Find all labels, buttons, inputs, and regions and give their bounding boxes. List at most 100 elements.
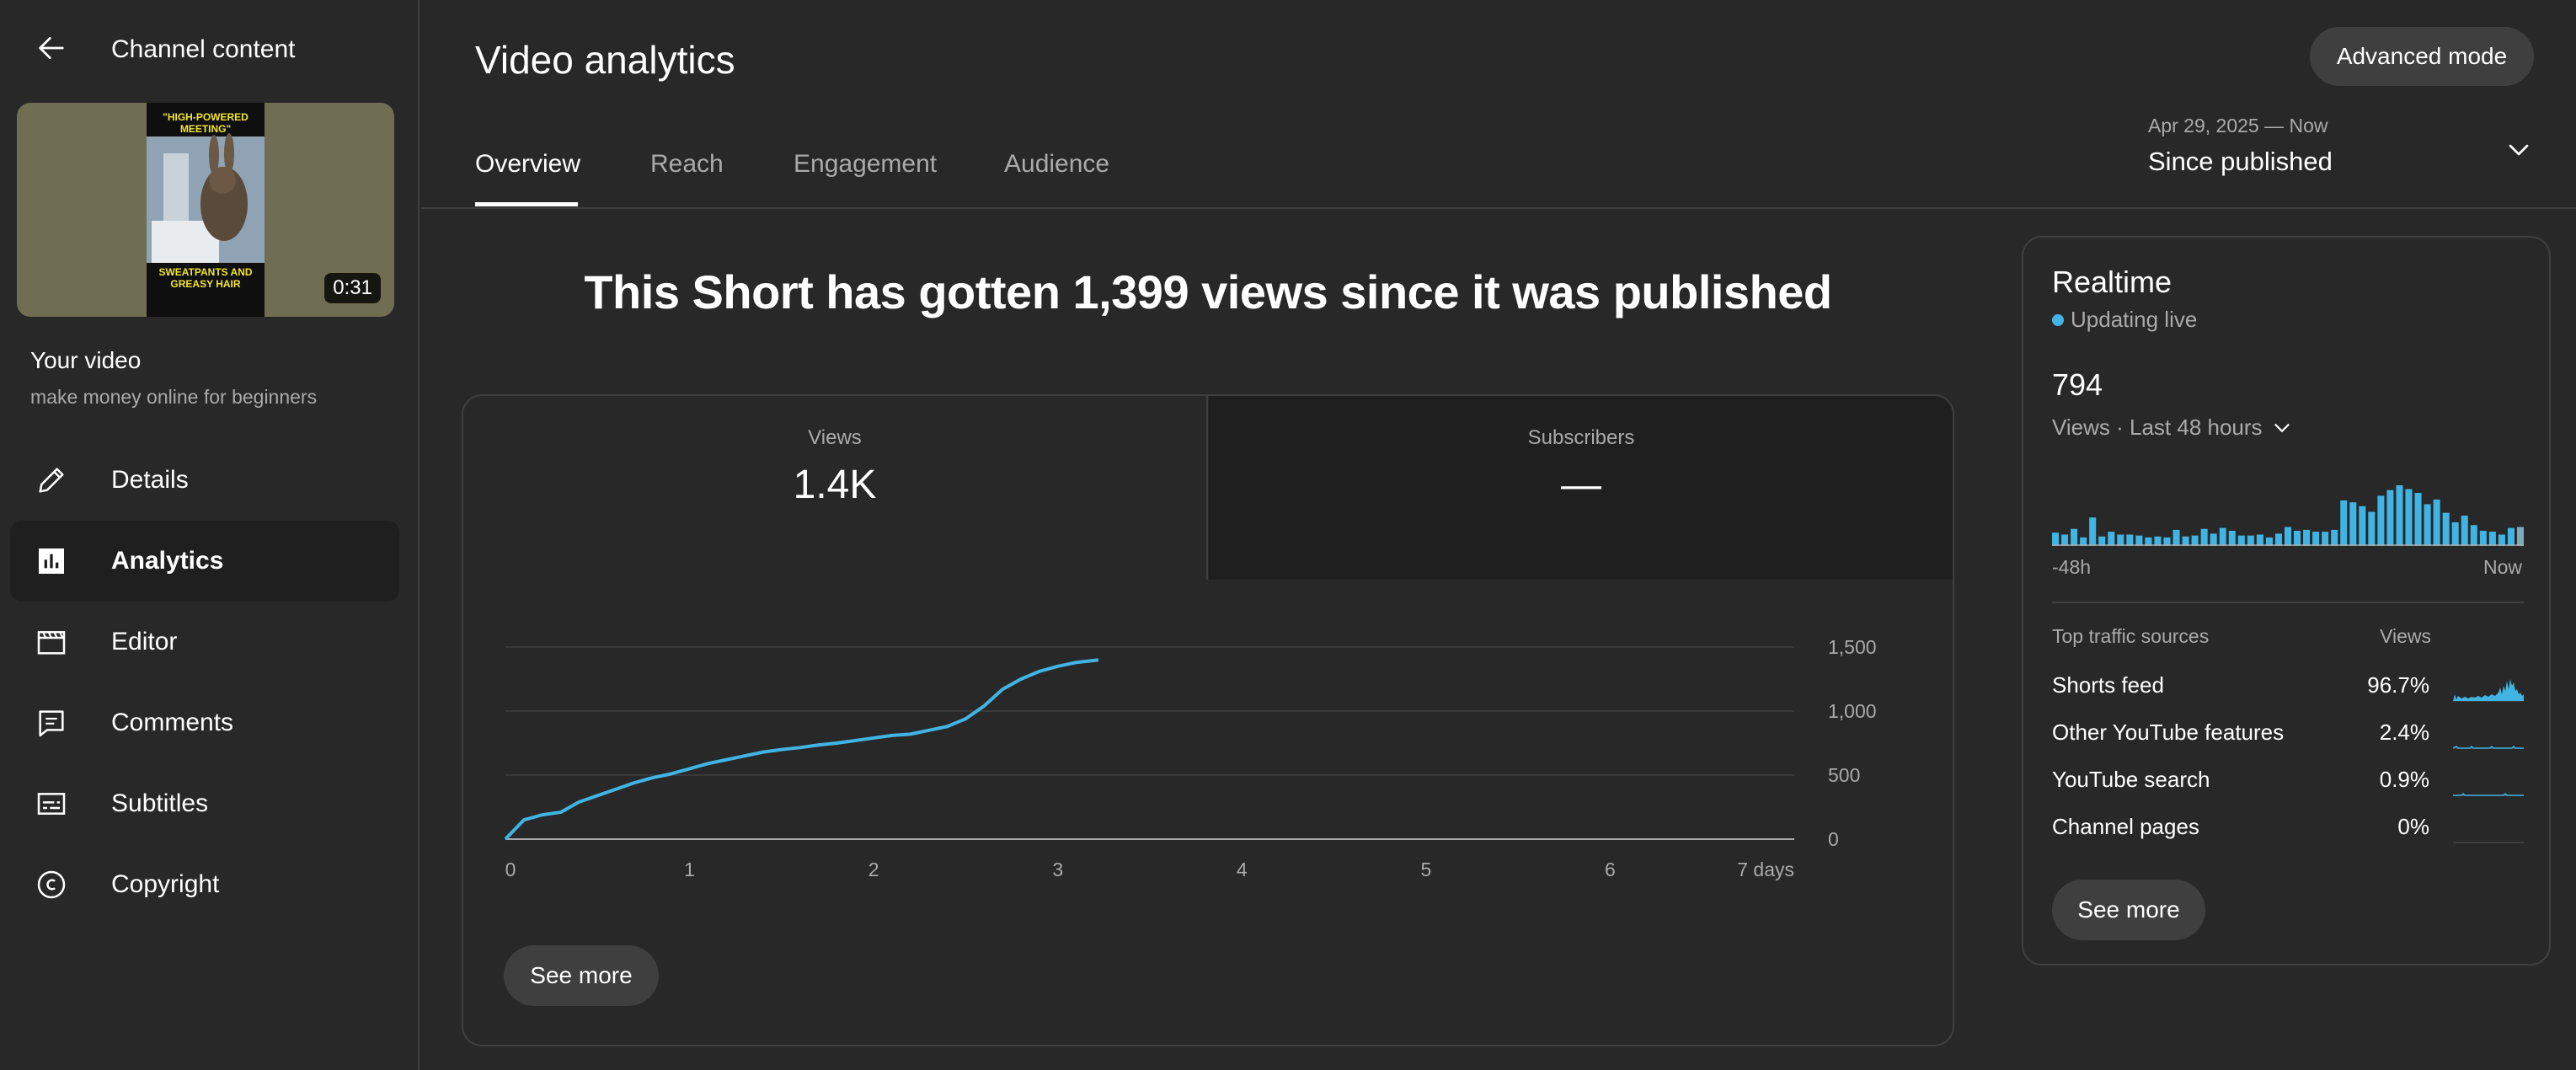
realtime-bar[interactable] bbox=[2359, 506, 2366, 546]
sidebar-item-label: Details bbox=[111, 466, 189, 494]
sidebar-item-analytics[interactable]: Analytics bbox=[10, 521, 399, 602]
traffic-sparkline bbox=[2453, 842, 2524, 843]
traffic-views-header: Views bbox=[2380, 625, 2431, 647]
pencil-icon bbox=[32, 461, 71, 500]
sidebar-item-editor[interactable]: Editor bbox=[10, 602, 399, 682]
realtime-bar[interactable] bbox=[2089, 517, 2097, 546]
views-metric-tab[interactable]: Views 1.4K bbox=[463, 396, 1208, 580]
realtime-bar[interactable] bbox=[2479, 531, 2487, 546]
realtime-bar[interactable] bbox=[2061, 534, 2069, 547]
x-tick-label: 3 bbox=[1052, 859, 1063, 880]
realtime-bar[interactable] bbox=[2210, 533, 2217, 546]
active-tab-indicator bbox=[475, 202, 578, 206]
back-row: Channel content bbox=[32, 29, 296, 67]
sidebar-item-details[interactable]: Details bbox=[10, 440, 399, 521]
realtime-see-more-button[interactable]: See more bbox=[2052, 880, 2205, 940]
realtime-bar[interactable] bbox=[2154, 536, 2162, 546]
realtime-bar[interactable] bbox=[2117, 534, 2124, 547]
realtime-bar[interactable] bbox=[2488, 532, 2496, 546]
realtime-bar[interactable] bbox=[2098, 536, 2106, 546]
realtime-bar[interactable] bbox=[2377, 495, 2385, 546]
views-value: 1.4K bbox=[793, 463, 877, 507]
realtime-bar[interactable] bbox=[2322, 532, 2329, 546]
realtime-bar[interactable] bbox=[2340, 500, 2348, 546]
realtime-bar[interactable] bbox=[2135, 535, 2143, 546]
realtime-bar[interactable] bbox=[2200, 528, 2208, 546]
realtime-bar[interactable] bbox=[2163, 537, 2171, 546]
analytics-icon bbox=[32, 542, 71, 580]
realtime-bar[interactable] bbox=[2265, 537, 2273, 546]
views-chart: 0 500 1,000 1,500 0 1 2 3 4 5 6 7 days bbox=[504, 636, 1877, 880]
tab-audience[interactable]: Audience bbox=[1004, 150, 1110, 178]
traffic-sources-header: Top traffic sources bbox=[2052, 625, 2210, 647]
realtime-bar[interactable] bbox=[2284, 527, 2292, 547]
traffic-source-pct: 96.7% bbox=[2367, 672, 2429, 698]
y-tick-label: 0 bbox=[1828, 828, 1839, 850]
realtime-bar[interactable] bbox=[2256, 534, 2263, 547]
video-thumbnail[interactable]: "HIGH-POWERED MEETING" SWEATPANTS AND GR… bbox=[17, 103, 394, 317]
realtime-bar[interactable] bbox=[2312, 532, 2320, 546]
realtime-bar[interactable] bbox=[2396, 485, 2403, 546]
realtime-bar[interactable] bbox=[2219, 527, 2226, 546]
tab-overview[interactable]: Overview bbox=[475, 150, 581, 178]
sidebar-item-copyright[interactable]: Copyright bbox=[10, 844, 399, 925]
realtime-bar[interactable] bbox=[2303, 529, 2311, 546]
headline: This Short has gotten 1,399 views since … bbox=[584, 265, 1832, 318]
realtime-bar[interactable] bbox=[2442, 512, 2450, 546]
realtime-period-dropdown[interactable]: Views · Last 48 hours bbox=[2052, 415, 2295, 441]
traffic-source-row: YouTube search 0.9% bbox=[2052, 763, 2524, 797]
tab-reach[interactable]: Reach bbox=[650, 150, 724, 178]
realtime-bar[interactable] bbox=[2052, 532, 2060, 546]
sidebar-item-comments[interactable]: Comments bbox=[10, 682, 399, 763]
clapperboard-icon bbox=[32, 623, 71, 661]
sidebar-item-subtitles[interactable]: Subtitles bbox=[10, 763, 399, 844]
realtime-bar[interactable] bbox=[2433, 499, 2440, 546]
realtime-bar[interactable] bbox=[2368, 511, 2376, 547]
channel-content-title[interactable]: Channel content bbox=[111, 35, 296, 63]
realtime-bar[interactable] bbox=[2108, 532, 2115, 546]
realtime-bar[interactable] bbox=[2145, 537, 2152, 546]
realtime-bar[interactable] bbox=[2516, 527, 2524, 547]
realtime-bar[interactable] bbox=[2349, 502, 2357, 546]
realtime-bar[interactable] bbox=[2237, 535, 2245, 546]
subscribers-label: Subscribers bbox=[1527, 426, 1635, 449]
realtime-bar[interactable] bbox=[2331, 529, 2338, 546]
realtime-bar[interactable] bbox=[2228, 531, 2236, 546]
page-title: Video analytics bbox=[475, 38, 735, 82]
realtime-bar[interactable] bbox=[2071, 528, 2078, 546]
realtime-bar[interactable] bbox=[2470, 525, 2477, 546]
realtime-bar[interactable] bbox=[2405, 489, 2413, 547]
subtitles-icon bbox=[32, 784, 71, 823]
tab-engagement[interactable]: Engagement bbox=[794, 150, 938, 178]
realtime-bar[interactable] bbox=[2461, 516, 2468, 546]
x-tick-label: 4 bbox=[1237, 859, 1248, 880]
realtime-bar[interactable] bbox=[2247, 535, 2254, 546]
advanced-mode-button[interactable]: Advanced mode bbox=[2310, 27, 2534, 86]
realtime-bar[interactable] bbox=[2182, 536, 2189, 546]
date-range-label: Since published bbox=[2148, 147, 2333, 176]
realtime-bar[interactable] bbox=[2080, 537, 2087, 546]
x-tick-label: 0 bbox=[505, 859, 516, 880]
see-more-button[interactable]: See more bbox=[504, 945, 659, 1006]
realtime-bar[interactable] bbox=[2274, 533, 2282, 546]
realtime-bar[interactable] bbox=[2498, 534, 2505, 547]
realtime-bar[interactable] bbox=[2126, 534, 2134, 547]
realtime-title: Realtime bbox=[2052, 265, 2172, 299]
date-range-selector[interactable]: Apr 29, 2025 — Now Since published bbox=[2148, 115, 2536, 184]
realtime-bar[interactable] bbox=[2414, 493, 2422, 546]
overview-card: Views 1.4K Subscribers — 0 500 1,000 1,500 0… bbox=[462, 394, 1954, 1046]
realtime-bar[interactable] bbox=[2451, 522, 2459, 546]
sidebar-item-label: Comments bbox=[111, 709, 234, 736]
realtime-bar[interactable] bbox=[2507, 527, 2515, 546]
realtime-bar[interactable] bbox=[2386, 490, 2394, 546]
realtime-bar[interactable] bbox=[2294, 531, 2301, 546]
live-status: Updating live bbox=[2052, 307, 2197, 333]
realtime-bar[interactable] bbox=[2172, 529, 2180, 546]
realtime-bar[interactable] bbox=[2191, 535, 2199, 546]
realtime-bar[interactable] bbox=[2424, 504, 2431, 547]
arrow-left-icon[interactable] bbox=[32, 29, 71, 67]
sidebar-item-label: Subtitles bbox=[111, 789, 209, 817]
traffic-source-name: Other YouTube features bbox=[2052, 720, 2285, 745]
thumbnail-bottom-text: SWEATPANTS AND GREASY HAIR bbox=[158, 266, 253, 290]
subscribers-metric-tab[interactable]: Subscribers — bbox=[1209, 396, 1953, 580]
